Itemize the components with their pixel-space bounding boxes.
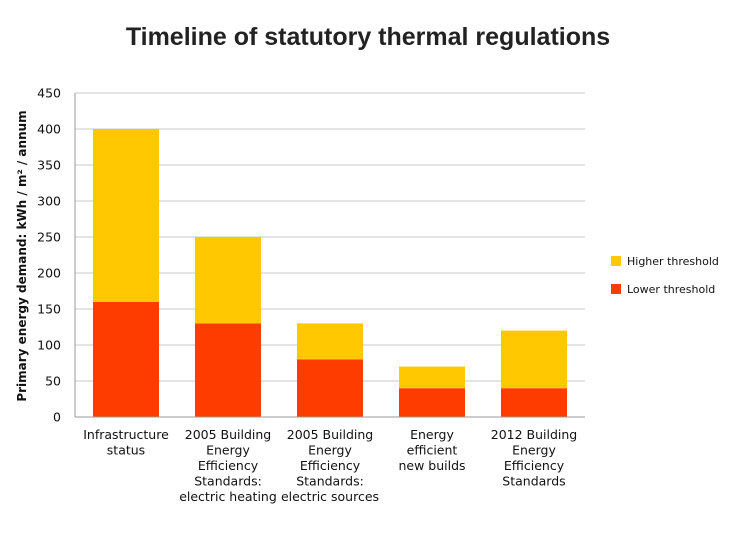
x-category-label-line: Efficiency [300,458,361,473]
legend-label: Lower threshold [627,283,715,296]
y-tick-label: 100 [37,338,61,353]
bar-segment-lower-threshold [297,359,363,417]
y-tick-label: 350 [37,158,61,173]
legend: Higher threshold Lower threshold [611,255,719,296]
legend-swatch [611,256,621,266]
y-tick-label: 450 [37,86,61,101]
y-tick-label: 50 [45,374,61,389]
x-category-label: 2005 Building Energy Efficiency Standards: e… [281,427,379,504]
x-category-label-line: Infrastructure [83,427,169,442]
x-category-label-line: efficient [407,443,458,458]
legend-label: Higher threshold [627,255,719,268]
x-category-label-line: status [107,443,145,458]
axes [74,93,585,418]
x-category-label-line: 2012 Building [491,427,578,442]
x-category-label-line: Energy [512,443,556,458]
y-tick-label: 300 [37,194,61,209]
bar-segment-higher-threshold [501,330,567,389]
y-axis-label: Primary energy demand: kWh / m² / annum [15,110,29,401]
x-category-label-line: Energy [410,427,454,442]
x-category-label-line: Standards: [296,474,364,489]
x-category-label: Infrastructure status [83,427,169,458]
x-category-label-line: Efficiency [198,458,259,473]
bar-segment-lower-threshold [399,388,465,417]
x-category-label-line: 2005 Building [185,427,272,442]
x-category-label-line: Standards: [194,474,262,489]
y-tick-label: 400 [37,122,61,137]
x-category-label: Energy efficient new builds [398,427,465,473]
x-category-label: 2012 Building Energy Efficiency Standards [491,427,578,489]
x-category-label-line: Energy [206,443,250,458]
bar-segment-lower-threshold [93,301,159,417]
y-tick-label: 250 [37,230,61,245]
chart-title: Timeline of statutory thermal regulation… [126,23,610,51]
legend-swatch [611,284,621,294]
bars [93,129,567,417]
bar-segment-lower-threshold [501,388,567,417]
x-category-label-line: Energy [308,443,352,458]
bar-segment-higher-threshold [297,323,363,360]
x-category-label-line: new builds [398,458,465,473]
y-tick-label: 200 [37,266,61,281]
y-axis-ticks: 0 50 100 150 200 250 300 350 400 450 [37,86,61,425]
y-tick-label: 150 [37,302,61,317]
gridlines [75,92,585,382]
x-category-label-line: Standards [502,474,565,489]
x-category-label-line: 2005 Building [287,427,374,442]
bar-segment-higher-threshold [399,366,465,389]
x-category-label-line: Efficiency [504,458,565,473]
y-tick-label: 0 [53,410,61,425]
bar-segment-higher-threshold [195,237,261,324]
x-category-label: 2005 Building Energy Efficiency Standards: e… [179,427,277,504]
bar-segment-lower-threshold [195,323,261,417]
x-category-label-line: electric heating [179,489,277,504]
bar-segment-higher-threshold [93,129,159,302]
x-category-label-line: electric sources [281,489,379,504]
